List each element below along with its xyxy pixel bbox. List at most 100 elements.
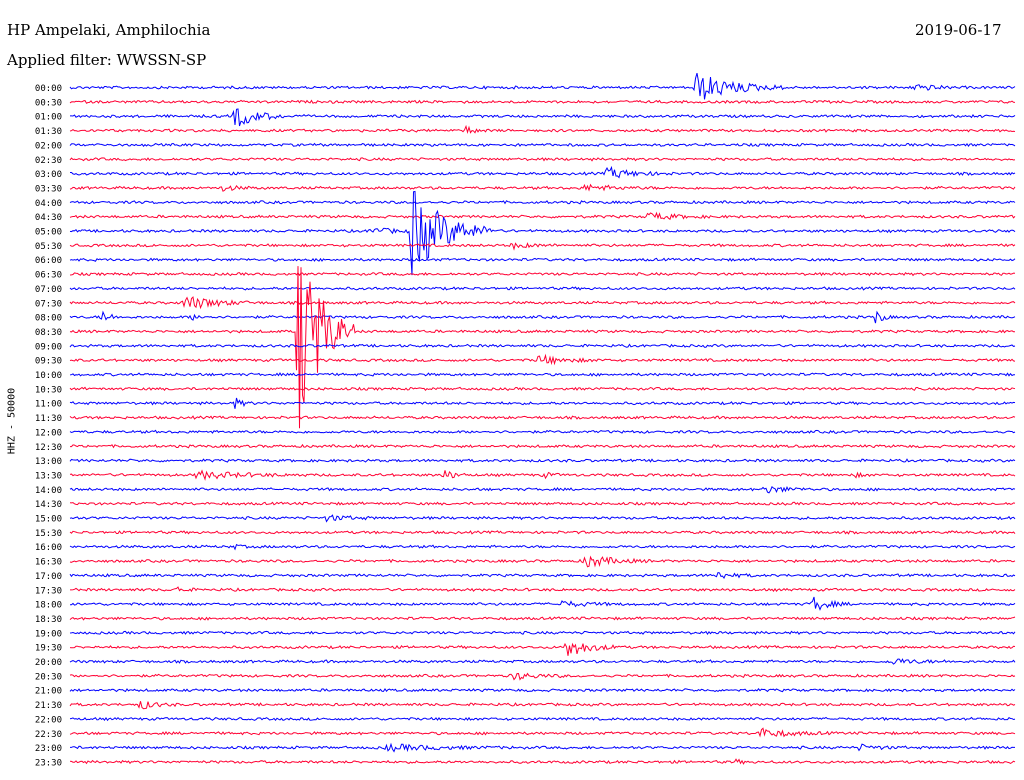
row-time-label: 22:00 <box>35 715 62 725</box>
row-time-label: 02:30 <box>35 156 62 166</box>
trace-line <box>69 199 1016 205</box>
trace-line <box>69 630 1016 636</box>
row-time-label: 02:00 <box>35 141 62 151</box>
trace-line <box>69 469 1016 481</box>
trace-line <box>69 658 1016 665</box>
row-time-label: 04:00 <box>35 199 62 209</box>
trace-line <box>69 353 1016 366</box>
trace-line <box>69 701 1016 710</box>
trace-line <box>69 183 1016 192</box>
row-time-label: 16:00 <box>35 543 62 553</box>
row-time-label: 17:00 <box>35 572 62 582</box>
row-time-label: 15:00 <box>35 515 62 525</box>
trace-line <box>69 343 1016 349</box>
row-time-label: 03:30 <box>35 184 62 194</box>
row-time-label: 18:30 <box>35 615 62 625</box>
row-time-label: 13:00 <box>35 457 62 467</box>
trace-line <box>70 108 1016 127</box>
trace-line <box>70 586 1016 593</box>
row-time-label: 14:30 <box>35 500 62 510</box>
trace-line <box>70 165 1016 179</box>
trace-line <box>69 99 1016 104</box>
row-time-label: 09:30 <box>35 357 62 367</box>
trace-line <box>69 310 1016 324</box>
trace-line <box>69 211 1016 221</box>
trace-line <box>69 555 1016 568</box>
row-time-label: 05:30 <box>35 242 62 252</box>
trace-line <box>69 271 1016 277</box>
row-time-label: 17:30 <box>35 586 62 596</box>
row-time-label: 10:30 <box>35 385 62 395</box>
trace-line <box>69 485 1016 494</box>
row-time-label: 07:00 <box>35 285 62 295</box>
trace-line <box>69 386 1016 391</box>
trace-line <box>70 742 1015 753</box>
row-time-label: 20:30 <box>35 672 62 682</box>
row-time-label: 01:30 <box>35 127 62 137</box>
trace-line <box>69 286 1016 291</box>
row-time-label: 19:00 <box>35 629 62 639</box>
row-time-label: 11:00 <box>35 400 62 410</box>
row-time-label: 08:00 <box>35 314 62 324</box>
row-time-label: 05:00 <box>35 228 62 238</box>
trace-line <box>69 687 1016 693</box>
row-time-label: 23:30 <box>35 758 62 768</box>
row-time-label: 03:00 <box>35 170 62 180</box>
trace-line <box>69 501 1016 506</box>
row-time-label: 12:00 <box>35 428 62 438</box>
row-time-label: 13:30 <box>35 471 62 481</box>
row-time-label: 12:30 <box>35 443 62 453</box>
trace-line <box>69 514 1016 523</box>
date-label: 2019-06-17 <box>915 21 1002 39</box>
trace-line <box>69 124 1016 135</box>
row-time-label: 06:30 <box>35 271 62 281</box>
trace-line <box>69 415 1016 420</box>
trace-line <box>69 266 1015 429</box>
trace-line <box>69 530 1016 535</box>
row-time-label: 01:00 <box>35 113 62 123</box>
row-time-label: 20:00 <box>35 658 62 668</box>
trace-line <box>69 716 1016 722</box>
row-time-label: 00:00 <box>35 84 62 94</box>
row-time-label: 08:30 <box>35 328 62 338</box>
trace-line <box>69 758 1016 765</box>
trace-line <box>69 672 1016 681</box>
trace-line <box>69 257 1016 262</box>
trace-line <box>69 142 1016 148</box>
filter-label: Applied filter: WWSSN-SP <box>7 51 207 69</box>
trace-line <box>70 443 1016 449</box>
trace-line <box>69 572 1016 579</box>
row-time-label: 09:00 <box>35 342 62 352</box>
trace-line <box>69 242 1016 251</box>
row-time-label: 19:30 <box>35 644 62 654</box>
trace-line <box>69 458 1016 463</box>
trace-line <box>69 72 1016 100</box>
trace-line <box>69 616 1016 621</box>
trace-line <box>69 727 1016 738</box>
row-time-label: 14:00 <box>35 486 62 496</box>
trace-line <box>69 372 1015 377</box>
trace-line <box>69 543 1016 551</box>
trace-line <box>69 190 1016 276</box>
row-time-label: 21:00 <box>35 687 62 697</box>
row-time-label: 00:30 <box>35 98 62 108</box>
trace-line <box>69 429 1016 434</box>
trace-line <box>69 642 1016 656</box>
station-title: HP Ampelaki, Amphilochia <box>7 21 211 39</box>
row-time-label: 07:30 <box>35 299 62 309</box>
trace-line <box>69 157 1016 162</box>
trace-line <box>69 296 1016 310</box>
row-time-label: 21:30 <box>35 701 62 711</box>
row-time-label: 11:30 <box>35 414 62 424</box>
row-time-label: 22:30 <box>35 730 62 740</box>
row-time-label: 06:00 <box>35 256 62 266</box>
row-time-label: 16:30 <box>35 558 62 568</box>
row-time-label: 23:00 <box>35 744 62 754</box>
row-time-label: 15:30 <box>35 529 62 539</box>
row-time-label: 10:00 <box>35 371 62 381</box>
row-time-label: 18:00 <box>35 601 62 611</box>
trace-line <box>70 596 1016 611</box>
trace-line <box>69 397 1016 409</box>
row-time-label: 04:30 <box>35 213 62 223</box>
